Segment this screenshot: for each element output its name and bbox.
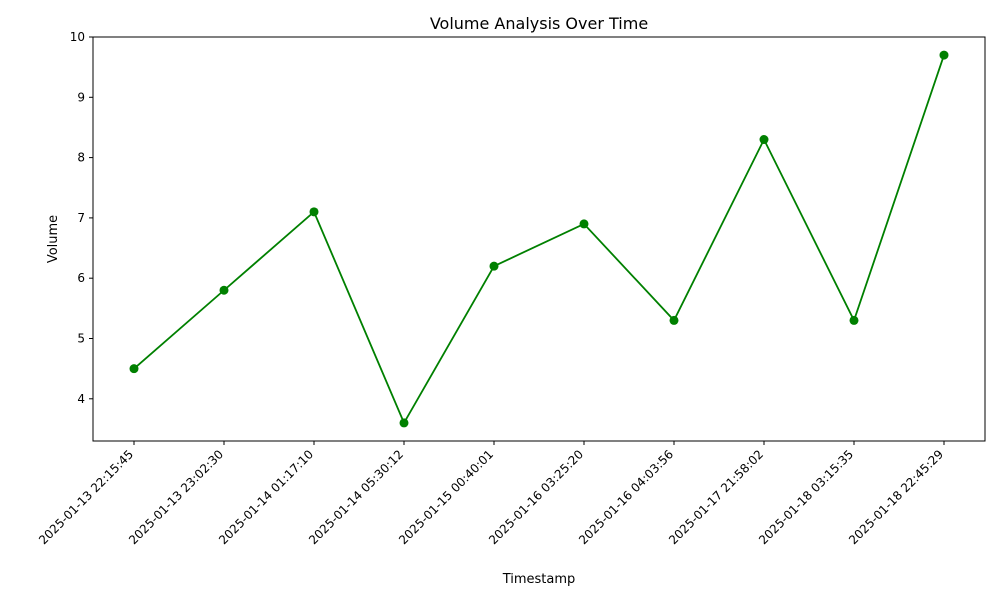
x-tick-label: 2025-01-17 21:58:02	[666, 447, 766, 547]
data-point	[309, 207, 319, 217]
y-tick-label: 9	[77, 90, 85, 104]
data-point	[129, 364, 139, 374]
data-point	[579, 219, 589, 229]
x-tick-label: 2025-01-13 22:15:45	[36, 447, 136, 547]
x-tick-label: 2025-01-14 05:30:12	[306, 447, 406, 547]
y-tick-label: 10	[70, 30, 85, 44]
y-tick-label: 8	[77, 151, 85, 165]
x-tick-label: 2025-01-14 01:17:10	[216, 447, 316, 547]
data-point	[489, 261, 499, 271]
x-tick-label: 2025-01-18 03:15:35	[756, 447, 856, 547]
x-tick-label: 2025-01-16 03:25:20	[486, 447, 586, 547]
data-point	[399, 418, 409, 428]
series-line	[133, 54, 945, 425]
x-tick-label: 2025-01-18 22:45:29	[846, 447, 946, 547]
x-tick-label: 2025-01-13 23:02:30	[126, 447, 226, 547]
y-tick-label: 6	[77, 271, 85, 285]
chart-title: Volume Analysis Over Time	[430, 14, 648, 33]
data-point	[939, 50, 949, 60]
data-point	[849, 315, 859, 325]
plot-frame	[92, 36, 986, 442]
x-tick-label: 2025-01-15 00:40:01	[396, 447, 496, 547]
y-tick-label: 5	[77, 331, 85, 345]
data-point	[219, 285, 229, 295]
y-axis-label: Volume	[46, 215, 61, 263]
data-point	[759, 135, 769, 145]
data-point	[669, 315, 679, 325]
y-tick-label: 4	[77, 392, 85, 406]
x-tick-label: 2025-01-16 04:03:56	[576, 447, 676, 547]
x-axis-label: Timestamp	[502, 572, 576, 587]
y-tick-label: 7	[77, 211, 85, 225]
